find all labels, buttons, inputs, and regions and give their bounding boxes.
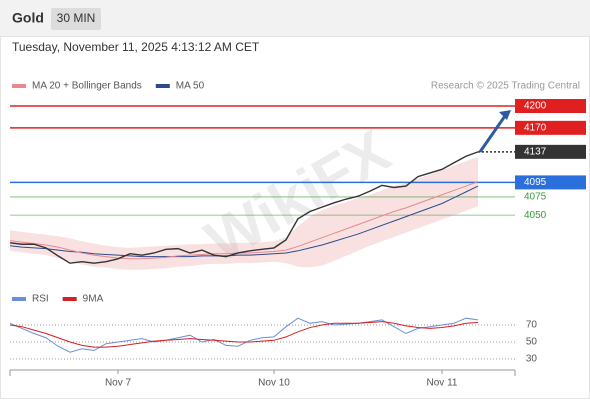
level-label: 4095	[524, 177, 547, 188]
legend-label: MA 20 + Bollinger Bands	[32, 81, 142, 92]
level-label: 4050	[524, 210, 547, 221]
interval-box[interactable]	[51, 8, 101, 30]
symbol: Gold	[12, 10, 44, 26]
source: Research © 2025 Trading Central	[431, 81, 580, 92]
interval[interactable]: 30 MIN	[57, 11, 96, 25]
ma-line	[9, 185, 479, 258]
y-tick-label: 30	[526, 354, 538, 365]
legend-swatch	[62, 297, 77, 301]
legend-label: MA 50	[176, 81, 205, 92]
price-line	[9, 151, 479, 264]
level-box	[515, 99, 586, 114]
x-tick-label: Nov 7	[105, 378, 132, 389]
level-label: 4137	[524, 146, 547, 157]
forecast-arrow	[478, 115, 507, 153]
x-tick-label: Nov 11	[427, 378, 458, 389]
level-label: 4075	[524, 192, 547, 203]
bollinger-band	[10, 156, 478, 270]
level-box	[515, 175, 586, 190]
legend-label: RSI	[32, 294, 49, 305]
level-box	[515, 144, 586, 159]
legend-swatch	[12, 297, 26, 301]
y-tick-label: 70	[526, 320, 538, 331]
forecast-arrowhead	[499, 110, 511, 121]
timestamp: Tuesday, November 11, 2025 4:13:12 AM CE…	[12, 40, 260, 54]
legend-label: 9MA	[83, 294, 104, 305]
ma-line	[9, 181, 479, 260]
rsi-line	[9, 321, 479, 348]
rsi-line	[9, 317, 479, 353]
level-label: 4170	[524, 122, 547, 133]
level-label: 4200	[524, 101, 547, 112]
x-tick-label: Nov 10	[258, 378, 290, 389]
y-tick-label: 50	[526, 337, 538, 348]
legend-swatch	[155, 84, 170, 88]
legend-swatch	[12, 84, 26, 88]
level-box	[515, 120, 586, 135]
